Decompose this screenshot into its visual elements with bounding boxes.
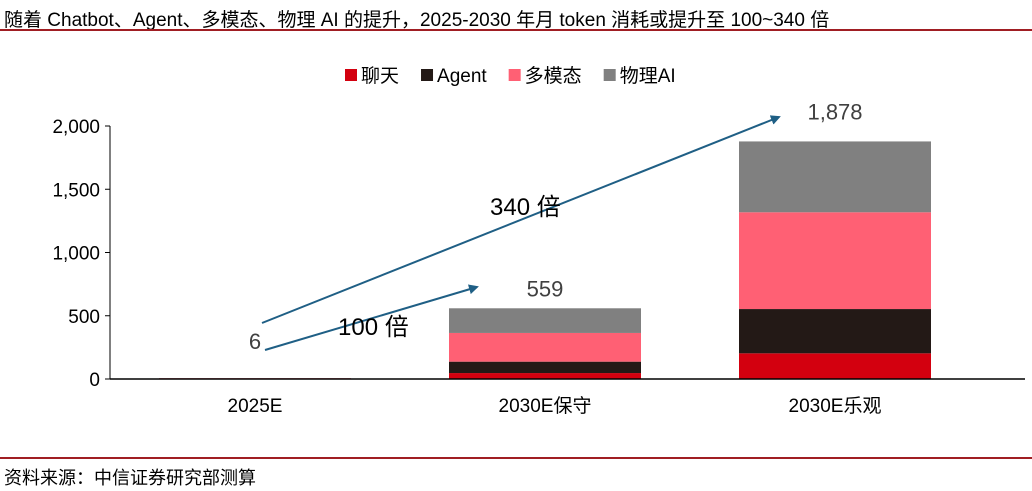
bar-segment	[449, 361, 641, 374]
annotation-100x: 100 倍	[338, 314, 409, 341]
bar-segment	[739, 309, 931, 354]
y-tick-label: 2,000	[52, 117, 100, 138]
legend-swatch	[603, 69, 616, 81]
legend-swatch	[508, 69, 521, 81]
legend-label: 聊天	[361, 65, 399, 87]
source-divider	[0, 457, 1032, 459]
title-divider	[0, 29, 1032, 31]
total-label: 559	[527, 276, 564, 301]
legend-label: 多模态	[525, 65, 582, 87]
legend-swatch	[345, 69, 357, 81]
y-tick-label: 0	[89, 370, 100, 391]
bar-segment	[739, 212, 931, 310]
bar-segment	[449, 332, 641, 362]
y-tick-label: 1,500	[52, 180, 100, 201]
total-label: 6	[249, 329, 261, 354]
annotation-340x: 340 倍	[490, 194, 561, 221]
x-tick-label: 2025E	[228, 396, 283, 417]
legend-swatch	[421, 69, 434, 81]
bar-segment	[449, 373, 641, 379]
y-tick-label: 500	[68, 307, 100, 328]
total-label: 1,878	[807, 99, 862, 124]
figure-title: 随着 Chatbot、Agent、多模态、物理 AI 的提升，2025-2030…	[4, 10, 830, 31]
growth-arrow-100x	[264, 284, 479, 351]
legend-label: 物理AI	[620, 65, 676, 87]
bar-segment	[449, 308, 641, 333]
x-tick-label: 2030E保守	[499, 395, 592, 417]
source-note: 资料来源：中信证券研究部测算	[4, 468, 256, 488]
y-tick-label: 1,000	[52, 244, 100, 265]
bar-segment	[739, 141, 931, 213]
growth-arrow-340x	[261, 115, 781, 324]
legend-label: Agent	[437, 66, 487, 87]
bar-segment	[739, 353, 931, 379]
x-tick-label: 2030E乐观	[789, 395, 882, 417]
